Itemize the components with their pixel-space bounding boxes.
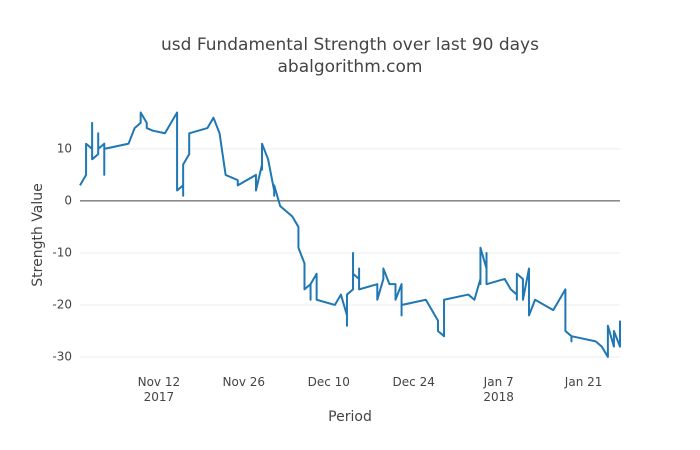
x-tick-label: Dec 24 [393,375,435,389]
chart-subtitle: abalgorithm.com [278,57,423,77]
y-tick-label: -30 [52,349,72,363]
y-tick-label: -20 [52,297,72,311]
x-tick-label: Nov 12 2017 [138,375,181,404]
x-tick-label: Jan 7 2018 [483,375,514,404]
x-axis-title: Period [328,409,372,425]
x-tick-label: Jan 21 [564,375,603,389]
data-line [79,111,621,358]
chart-title: usd Fundamental Strength over last 90 da… [161,35,539,55]
y-axis-title: Strength Value [30,183,46,286]
y-tick-label: -10 [52,245,72,259]
x-tick-label: Nov 26 [223,375,266,389]
y-tick-label: 0 [64,193,72,207]
y-tick-label: 10 [57,141,72,155]
x-tick-label: Dec 10 [308,375,350,389]
